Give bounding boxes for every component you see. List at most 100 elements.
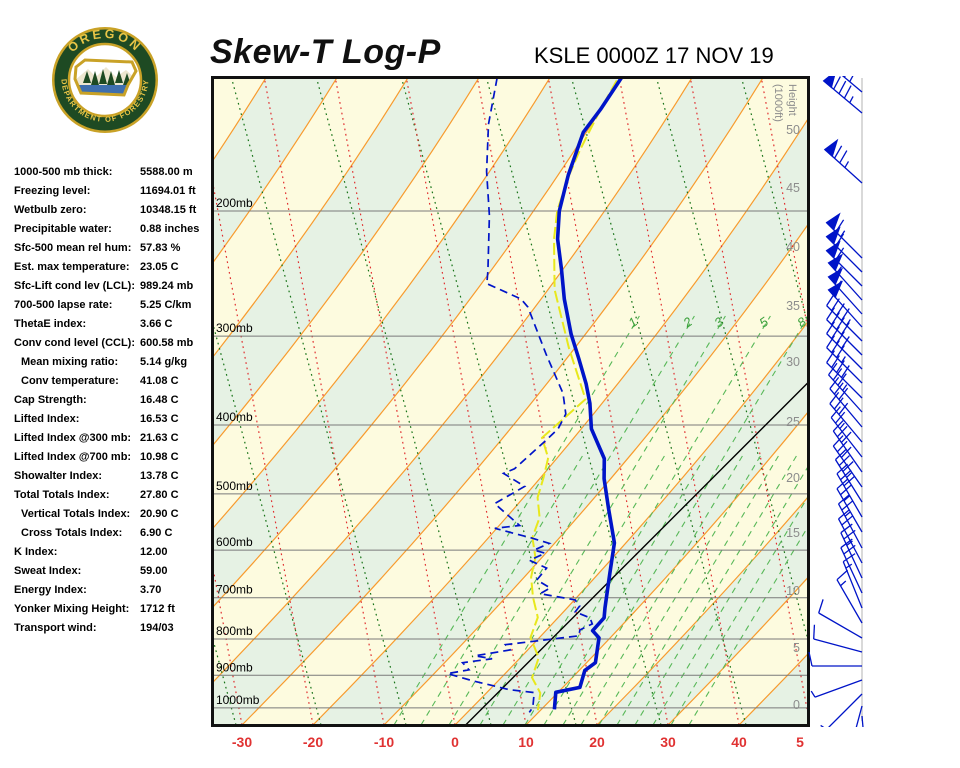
- wind-barb: [836, 478, 863, 533]
- stat-label: Energy Index:: [14, 584, 87, 596]
- stat-value: 1712 ft: [140, 603, 175, 615]
- stat-row: Lifted Index @700 mb: 10.98 C: [14, 448, 212, 467]
- wind-barb: [861, 715, 864, 727]
- wind-barb: [829, 377, 863, 428]
- pressure-label: 200mb: [216, 196, 253, 210]
- stat-row: Conv temperature: 41.08 C: [14, 372, 212, 391]
- moist-adiabat-lines: [213, 78, 808, 725]
- plot-border: [211, 76, 810, 727]
- logo-oregon-scene: [75, 60, 136, 95]
- stat-label: 1000-500 mb thick:: [14, 166, 113, 178]
- stat-label: Transport wind:: [14, 622, 97, 634]
- stat-label: Showalter Index:: [14, 470, 103, 482]
- stat-value: 12.00: [140, 546, 168, 558]
- temp-tick-label: -20: [303, 734, 323, 750]
- stat-value: 57.83 %: [140, 242, 181, 254]
- stat-row: Sfc-Lift cond lev (LCL): 989.24 mb: [14, 277, 212, 296]
- wind-barb: [813, 624, 863, 653]
- wind-barb: [836, 569, 863, 624]
- temp-tick-label: 5: [796, 734, 804, 750]
- stat-value: 59.00: [140, 565, 168, 577]
- height-tick-label: 20: [786, 471, 800, 485]
- stat-label: K Index:: [14, 546, 58, 558]
- pressure-label: 1000mb: [216, 693, 260, 707]
- temp-tick-label: 30: [660, 734, 676, 750]
- stat-label: Est. max temperature:: [14, 261, 130, 273]
- stat-label: Lifted Index @700 mb:: [14, 451, 132, 463]
- temp-tick-label: 10: [518, 734, 534, 750]
- stat-value: 13.78 C: [140, 470, 179, 482]
- height-axis-title: Height: [786, 84, 798, 116]
- stat-label: Conv cond level (CCL):: [14, 337, 136, 349]
- stat-row: Sfc-500 mean rel hum: 57.83 %: [14, 239, 212, 258]
- stat-value: 0.88 inches: [140, 223, 200, 235]
- wind-barb-column: [806, 76, 960, 727]
- stat-row: Vertical Totals Index: 20.90 C: [14, 505, 212, 524]
- stat-value: 194/03: [140, 622, 174, 634]
- wind-barb: [827, 253, 863, 301]
- stat-value: 23.05 C: [140, 261, 179, 273]
- temp-tick-label: 0: [451, 734, 459, 750]
- stat-row: Lifted Index: 16.53 C: [14, 410, 212, 429]
- logo-oregon-outline: [73, 58, 138, 97]
- wind-barb: [829, 392, 863, 443]
- page-title: Skew-T Log-P: [210, 33, 441, 71]
- stat-value: 3.66 C: [140, 318, 173, 330]
- stat-value: 6.90 C: [140, 527, 173, 539]
- stat-value: 989.24 mb: [140, 280, 194, 292]
- stats-panel: 1000-500 mb thick: 5588.00 m Freezing leve…: [14, 163, 212, 638]
- reference-isotherm-line: [465, 381, 808, 725]
- isotherm-lines: [213, 78, 808, 725]
- temperature-trace: [552, 78, 623, 710]
- plot-area: 1 2 3 5 8200mb300mb400mb500mb600mb700mb800mb…: [213, 78, 808, 725]
- stat-label: Conv temperature:: [21, 375, 119, 387]
- stat-label: Cap Strength:: [14, 394, 87, 406]
- dry-adiabat-lines: [213, 78, 808, 725]
- odf-logo-seal: OREGON DEPARTMENT OF FORESTRY: [52, 27, 158, 133]
- stat-value: 600.58 mb: [140, 337, 194, 349]
- stat-row: Cross Totals Index: 6.90 C: [14, 524, 212, 543]
- stat-row: Conv cond level (CCL): 600.58 mb: [14, 334, 212, 353]
- stat-row: Lifted Index @300 mb: 21.63 C: [14, 429, 212, 448]
- wind-barb: [826, 307, 863, 356]
- wind-barb: [826, 293, 863, 342]
- stat-row: ThetaE index: 3.66 C: [14, 315, 212, 334]
- stat-value: 5.14 g/kg: [140, 356, 188, 368]
- stat-value: 16.48 C: [140, 394, 179, 406]
- pressure-label: 700mb: [216, 583, 253, 597]
- height-tick-label: 50: [786, 123, 800, 137]
- wind-barbs: [808, 76, 864, 727]
- height-tick-label: 10: [786, 584, 800, 598]
- wind-barb: [855, 705, 863, 727]
- pressure-label: 600mb: [216, 535, 253, 549]
- wind-barb: [820, 693, 863, 727]
- stat-row: Precipitable water: 0.88 inches: [14, 220, 212, 239]
- wind-barb: [823, 138, 863, 184]
- stat-label: Vertical Totals Index:: [21, 508, 131, 520]
- stat-label: Lifted Index:: [14, 413, 80, 425]
- stat-row: 700-500 lapse rate: 5.25 C/km: [14, 296, 212, 315]
- dewpoint-trace: [447, 78, 594, 713]
- stat-row: Mean mixing ratio: 5.14 g/kg: [14, 353, 212, 372]
- stat-label: Lifted Index @300 mb:: [14, 432, 132, 444]
- pressure-label: 400mb: [216, 410, 253, 424]
- odf-logo: OREGON DEPARTMENT OF FORESTRY: [50, 25, 160, 135]
- stat-label: Sweat Index:: [14, 565, 82, 577]
- pressure-label: 500mb: [216, 479, 253, 493]
- stat-value: 5588.00 m: [140, 166, 193, 178]
- temp-tick-label: -10: [374, 734, 394, 750]
- wind-barb: [825, 226, 863, 273]
- stat-label: Total Totals Index:: [14, 489, 110, 501]
- height-tick-label: 45: [786, 181, 800, 195]
- wind-barb: [827, 280, 863, 328]
- wind-barb: [808, 651, 862, 667]
- height-axis-title: (1000ft): [772, 84, 784, 122]
- temp-tick-label: 20: [589, 734, 605, 750]
- stat-label: Cross Totals Index:: [21, 527, 123, 539]
- wind-barb: [840, 538, 863, 594]
- stat-row: Yonker Mixing Height: 1712 ft: [14, 600, 212, 619]
- stat-row: Cap Strength: 16.48 C: [14, 391, 212, 410]
- stat-label: Wetbulb zero:: [14, 204, 87, 216]
- height-tick-label: 40: [786, 240, 800, 254]
